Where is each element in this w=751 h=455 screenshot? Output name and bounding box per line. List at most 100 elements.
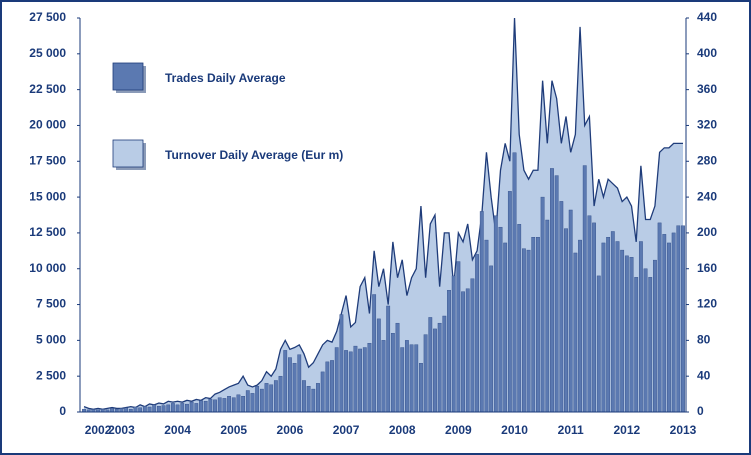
bar [573, 252, 578, 413]
bar [653, 259, 657, 413]
bar [152, 404, 157, 413]
bar [475, 254, 479, 413]
bar [288, 357, 292, 413]
bar [138, 407, 143, 413]
bar [339, 314, 344, 413]
legend-label: Trades Daily Average [165, 71, 286, 85]
bar [657, 222, 662, 413]
bar [133, 406, 138, 413]
bar [241, 396, 246, 413]
bar [217, 397, 222, 413]
bar [376, 318, 381, 413]
bar [311, 388, 316, 413]
bar [419, 363, 423, 413]
y2-tick-label: 200 [697, 225, 717, 239]
bar [629, 257, 634, 413]
y-tick-label: 5 000 [36, 333, 66, 347]
legend-swatch [112, 139, 144, 168]
bar [222, 398, 227, 413]
bar [582, 165, 587, 413]
bar [367, 343, 372, 413]
bar [199, 400, 203, 413]
bar [227, 396, 231, 413]
bar [189, 401, 194, 413]
y2-tick-label: 280 [697, 153, 717, 167]
bar [124, 407, 129, 413]
y-tick-label: 2 500 [36, 368, 66, 382]
bar [592, 222, 596, 413]
bar [264, 383, 269, 413]
y-tick-label: 10 000 [29, 261, 66, 275]
bar [292, 363, 297, 413]
bar [667, 242, 671, 413]
y2-tick-label: 440 [697, 10, 717, 24]
bar [325, 361, 330, 413]
bar [507, 191, 512, 413]
bar [638, 241, 643, 413]
bar [493, 215, 498, 413]
x-tick-label: 2005 [220, 423, 247, 437]
bar [175, 404, 180, 413]
y2-tick-label: 320 [697, 118, 717, 132]
x-tick-label: 2007 [333, 423, 360, 437]
bar [498, 226, 503, 413]
bar [390, 333, 395, 413]
y2-tick-label: 80 [697, 333, 711, 347]
bar [259, 388, 264, 413]
bar [437, 322, 442, 413]
bar [423, 334, 428, 413]
y2-tick-label: 400 [697, 46, 717, 60]
x-tick-label: 2009 [445, 423, 472, 437]
bar [433, 328, 437, 413]
bar [358, 348, 363, 413]
bar [536, 237, 540, 413]
bar [648, 277, 653, 413]
bar [479, 211, 484, 413]
bar [316, 383, 320, 413]
legend-swatch [112, 62, 144, 91]
bar [171, 403, 175, 413]
bar [601, 242, 606, 413]
bar [451, 275, 456, 413]
x-tick-label: 2002 [85, 423, 112, 437]
bar [643, 268, 648, 413]
x-tick-label: 2004 [164, 423, 191, 437]
bar [185, 403, 189, 413]
bar [161, 405, 166, 413]
y-tick-label: 25 000 [29, 46, 66, 60]
bar [320, 371, 325, 413]
bar [671, 232, 676, 413]
y-tick-label: 7 500 [36, 297, 66, 311]
bar [142, 406, 147, 413]
bar [568, 209, 573, 413]
bar [634, 277, 639, 413]
bar [531, 237, 536, 413]
bar [283, 350, 288, 413]
bar [194, 403, 199, 413]
y-tick-label: 17 500 [29, 153, 66, 167]
bar [587, 215, 592, 413]
bar [330, 360, 334, 413]
x-tick-label: 2008 [389, 423, 416, 437]
bar [297, 354, 302, 413]
bar [302, 380, 306, 413]
bar [306, 386, 311, 413]
bar [208, 398, 213, 413]
bar [517, 224, 522, 413]
y2-tick-label: 360 [697, 82, 717, 96]
bar [353, 345, 358, 413]
bar [381, 340, 386, 413]
bar [550, 168, 554, 413]
bar [110, 408, 114, 413]
y-tick-label: 15 000 [29, 189, 66, 203]
bar [620, 249, 625, 413]
turnover-line [83, 17, 683, 410]
bar [231, 397, 236, 413]
bar [255, 386, 260, 413]
bar [395, 322, 400, 413]
y-tick-label: 12 500 [29, 225, 66, 239]
bar [203, 401, 208, 413]
bar [521, 248, 526, 413]
bar [512, 152, 517, 413]
